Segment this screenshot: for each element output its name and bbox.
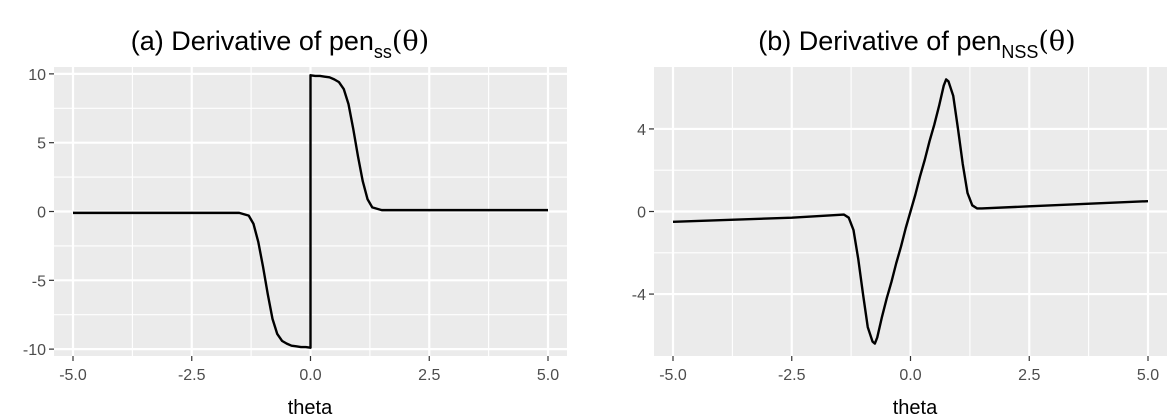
chart-a-title-argument: (θ)	[392, 26, 429, 57]
chart-a-svg: (a) Derivative of penss(θ) -10 -5 0 5 10 -5.…	[23, 26, 567, 418]
chart-b-svg: (b) Derivative of penNSS(θ) -4 0 4 -5.0 -2.…	[632, 26, 1167, 418]
chart-b-series-line	[672, 78, 1149, 345]
chart-b-line-layer	[672, 78, 1149, 345]
y-tick-label: 4	[637, 122, 646, 139]
chart-a-y-axis: -10 -5 0 5 10	[23, 67, 54, 359]
y-tick-label: 5	[37, 136, 46, 153]
y-tick-label: 10	[28, 67, 46, 84]
chart-b-title-argument: (θ)	[1038, 26, 1075, 57]
chart-b-title: (b) Derivative of penNSS(θ)	[758, 26, 1075, 62]
x-tick-label: -2.5	[178, 367, 206, 384]
x-tick-label: -5.0	[59, 367, 87, 384]
x-tick-label: 5.0	[537, 367, 559, 384]
y-tick-label: 0	[37, 205, 46, 222]
x-tick-label: 0.0	[299, 367, 321, 384]
x-tick-label: 0.0	[899, 367, 921, 384]
x-tick-label: 2.5	[1018, 367, 1040, 384]
chart-panel-a: (a) Derivative of penss(θ) -10 -5 0 5 10 -5.…	[0, 0, 587, 418]
chart-a-title-subscript: ss	[374, 42, 392, 62]
chart-panel-b: (b) Derivative of penNSS(θ) -4 0 4 -5.0 -2.…	[587, 0, 1175, 418]
x-tick-label: 5.0	[1137, 367, 1159, 384]
chart-b-title-prefix: (b) Derivative of pen	[758, 26, 1001, 56]
chart-a-title-prefix: (a) Derivative of pen	[131, 26, 374, 56]
chart-a-x-axis-title: theta	[288, 397, 333, 418]
chart-a-title: (a) Derivative of penss(θ)	[131, 26, 429, 62]
chart-a-x-axis: -5.0 -2.5 0.0 2.5 5.0	[59, 356, 559, 384]
x-tick-label: 2.5	[418, 367, 440, 384]
y-tick-label: 0	[637, 205, 646, 222]
x-tick-label: -5.0	[659, 367, 687, 384]
chart-a-series-line	[73, 74, 548, 349]
chart-b-x-axis-title: theta	[893, 397, 938, 418]
chart-b-y-axis: -4 0 4	[632, 122, 654, 304]
y-tick-label: -4	[632, 287, 646, 304]
x-tick-label: -2.5	[778, 367, 806, 384]
y-tick-label: -5	[32, 273, 46, 290]
chart-b-title-subscript: NSS	[1001, 42, 1038, 62]
chart-a-line-layer	[73, 74, 548, 349]
chart-b-x-axis: -5.0 -2.5 0.0 2.5 5.0	[659, 356, 1159, 384]
y-tick-label: -10	[23, 342, 46, 359]
